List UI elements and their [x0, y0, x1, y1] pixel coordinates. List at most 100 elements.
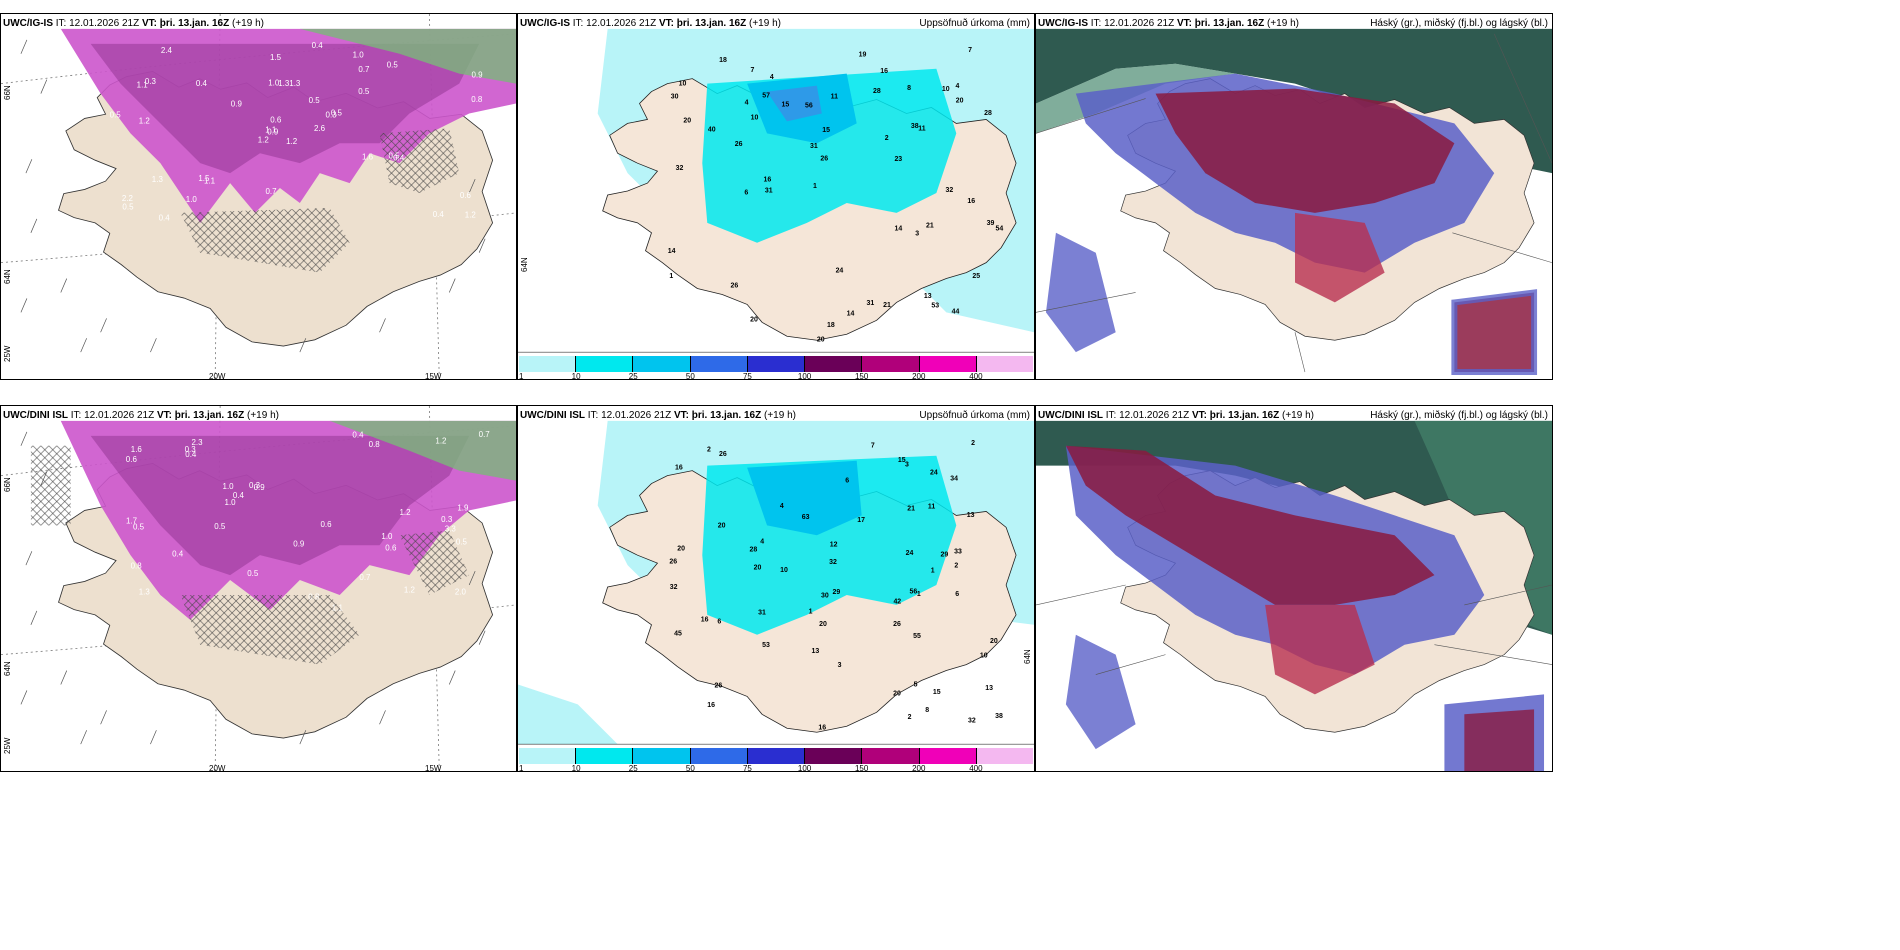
value-label: 0.6	[460, 191, 472, 200]
colorbar-swatch	[805, 748, 863, 764]
value-label: 2	[707, 446, 711, 453]
colorbar-tick: 200	[912, 764, 926, 772]
value-label: 1.5	[198, 174, 210, 183]
value-label: 55	[913, 633, 921, 640]
value-label: 13	[967, 512, 975, 519]
colorbar-swatch	[519, 748, 577, 764]
precip-colorbar	[519, 356, 1033, 372]
thickness-map: 1.0 3.3 1.3 2.3 0.9 1.2 0.8 0.8 1.0 1.1 0.6 1.7 1.6 2…	[1, 406, 516, 771]
panel-title: UWC/DINI ISL IT: 12.01.2026 21Z VT: þri.…	[520, 410, 796, 421]
value-label: 13	[812, 648, 820, 655]
value-label: 54	[996, 225, 1004, 232]
value-label: 16	[707, 702, 715, 709]
panel-top-left: UWC/IG-IS IT: 12.01.2026 21Z VT: þri. 13…	[0, 13, 517, 380]
value-label: 0.7	[265, 187, 277, 196]
colorbar-swatch	[976, 356, 1033, 372]
value-label: 1.0	[223, 482, 235, 491]
colorbar-tick: 1	[519, 764, 524, 772]
colorbar-swatch	[862, 356, 920, 372]
value-label: 53	[931, 303, 939, 310]
value-label: 0.9	[293, 540, 305, 549]
value-label: 1.9	[457, 503, 469, 512]
value-label: 1.2	[435, 437, 447, 446]
value-label: 0.3	[249, 481, 261, 490]
value-label: 1.1	[265, 126, 277, 135]
value-label: 0.4	[196, 79, 208, 88]
colorbar-tick: 100	[797, 372, 812, 380]
value-label: 20	[819, 621, 827, 628]
colorbar-tick: 100	[797, 764, 812, 772]
value-label: 1.2	[465, 210, 477, 219]
lon-label-25: 25W	[3, 345, 12, 362]
value-label: 28	[750, 547, 758, 554]
cloud-map	[1036, 14, 1552, 379]
value-label: 1.5	[270, 53, 282, 62]
colorbar-tick: 1	[519, 372, 524, 380]
value-label: 20	[754, 565, 762, 572]
value-label: 0.3	[441, 515, 453, 524]
value-label: 1.3	[289, 79, 301, 88]
value-label: 0.5	[387, 60, 399, 69]
value-label: 6	[717, 618, 721, 625]
value-label: 14	[895, 225, 903, 232]
colorbar-ticks: 1 10 25 50 75 100 150 200 400	[519, 764, 1033, 772]
mid-lat-label: 64N	[1023, 649, 1032, 664]
value-label: 0.4	[312, 41, 324, 50]
value-label: 15	[781, 101, 789, 108]
value-label: 56	[909, 589, 917, 596]
value-label: 8	[907, 85, 911, 92]
value-label: 26	[820, 156, 828, 163]
value-label: 13	[985, 685, 993, 692]
value-label: 1.2	[286, 137, 298, 146]
value-label: 21	[907, 506, 915, 513]
value-label: 0.9	[254, 483, 266, 492]
lon-label-25: 25W	[3, 737, 12, 754]
value-label: 18	[827, 322, 835, 329]
colorbar-tick: 10	[571, 372, 581, 380]
value-label: 30	[671, 93, 679, 100]
colorbar-swatch	[976, 748, 1033, 764]
value-label: 20	[750, 317, 758, 324]
value-label: 7	[750, 67, 754, 74]
colorbar-swatch	[919, 356, 977, 372]
value-label: 15	[822, 127, 830, 134]
value-label: 1.0	[268, 79, 280, 88]
value-label: 23	[894, 156, 902, 163]
value-label: 25	[972, 273, 980, 280]
value-label: 3.3	[445, 524, 457, 533]
colorbar-tick: 400	[969, 372, 983, 380]
value-label: 19	[859, 52, 867, 59]
value-label: 4	[780, 503, 784, 510]
value-label: 1.3	[139, 587, 151, 596]
value-label: 5	[914, 682, 918, 689]
colorbar-tick: 50	[685, 764, 695, 772]
value-label: 2.4	[161, 46, 173, 55]
colorbar-tick: 200	[912, 372, 926, 380]
colorbar-tick: 25	[628, 372, 638, 380]
value-label: 0.5	[214, 522, 226, 531]
colorbar-tick: 400	[969, 764, 983, 772]
colorbar-swatch	[576, 356, 634, 372]
value-label: 4	[956, 83, 960, 90]
value-label: 20	[893, 691, 901, 698]
value-label: 0.5	[456, 537, 468, 546]
value-label: 31	[867, 300, 875, 307]
value-label: 0.4	[172, 549, 184, 558]
value-label: 38	[995, 713, 1003, 720]
value-label: 26	[730, 283, 738, 290]
value-label: 14	[847, 310, 855, 317]
value-label: 3	[905, 461, 909, 468]
value-label: 0.8	[131, 561, 143, 570]
value-label: 4	[770, 74, 774, 81]
value-label: 26	[735, 141, 743, 148]
colorbar-swatch	[519, 356, 577, 372]
value-label: 0.6	[385, 544, 397, 553]
value-label: 11	[928, 504, 935, 511]
value-label: 2	[954, 563, 958, 570]
colorbar-tick: 150	[854, 764, 869, 772]
value-label: 13	[924, 293, 932, 300]
value-label: 1.0	[353, 51, 365, 60]
colorbar-swatch	[747, 356, 806, 372]
value-label: 3	[915, 230, 919, 237]
